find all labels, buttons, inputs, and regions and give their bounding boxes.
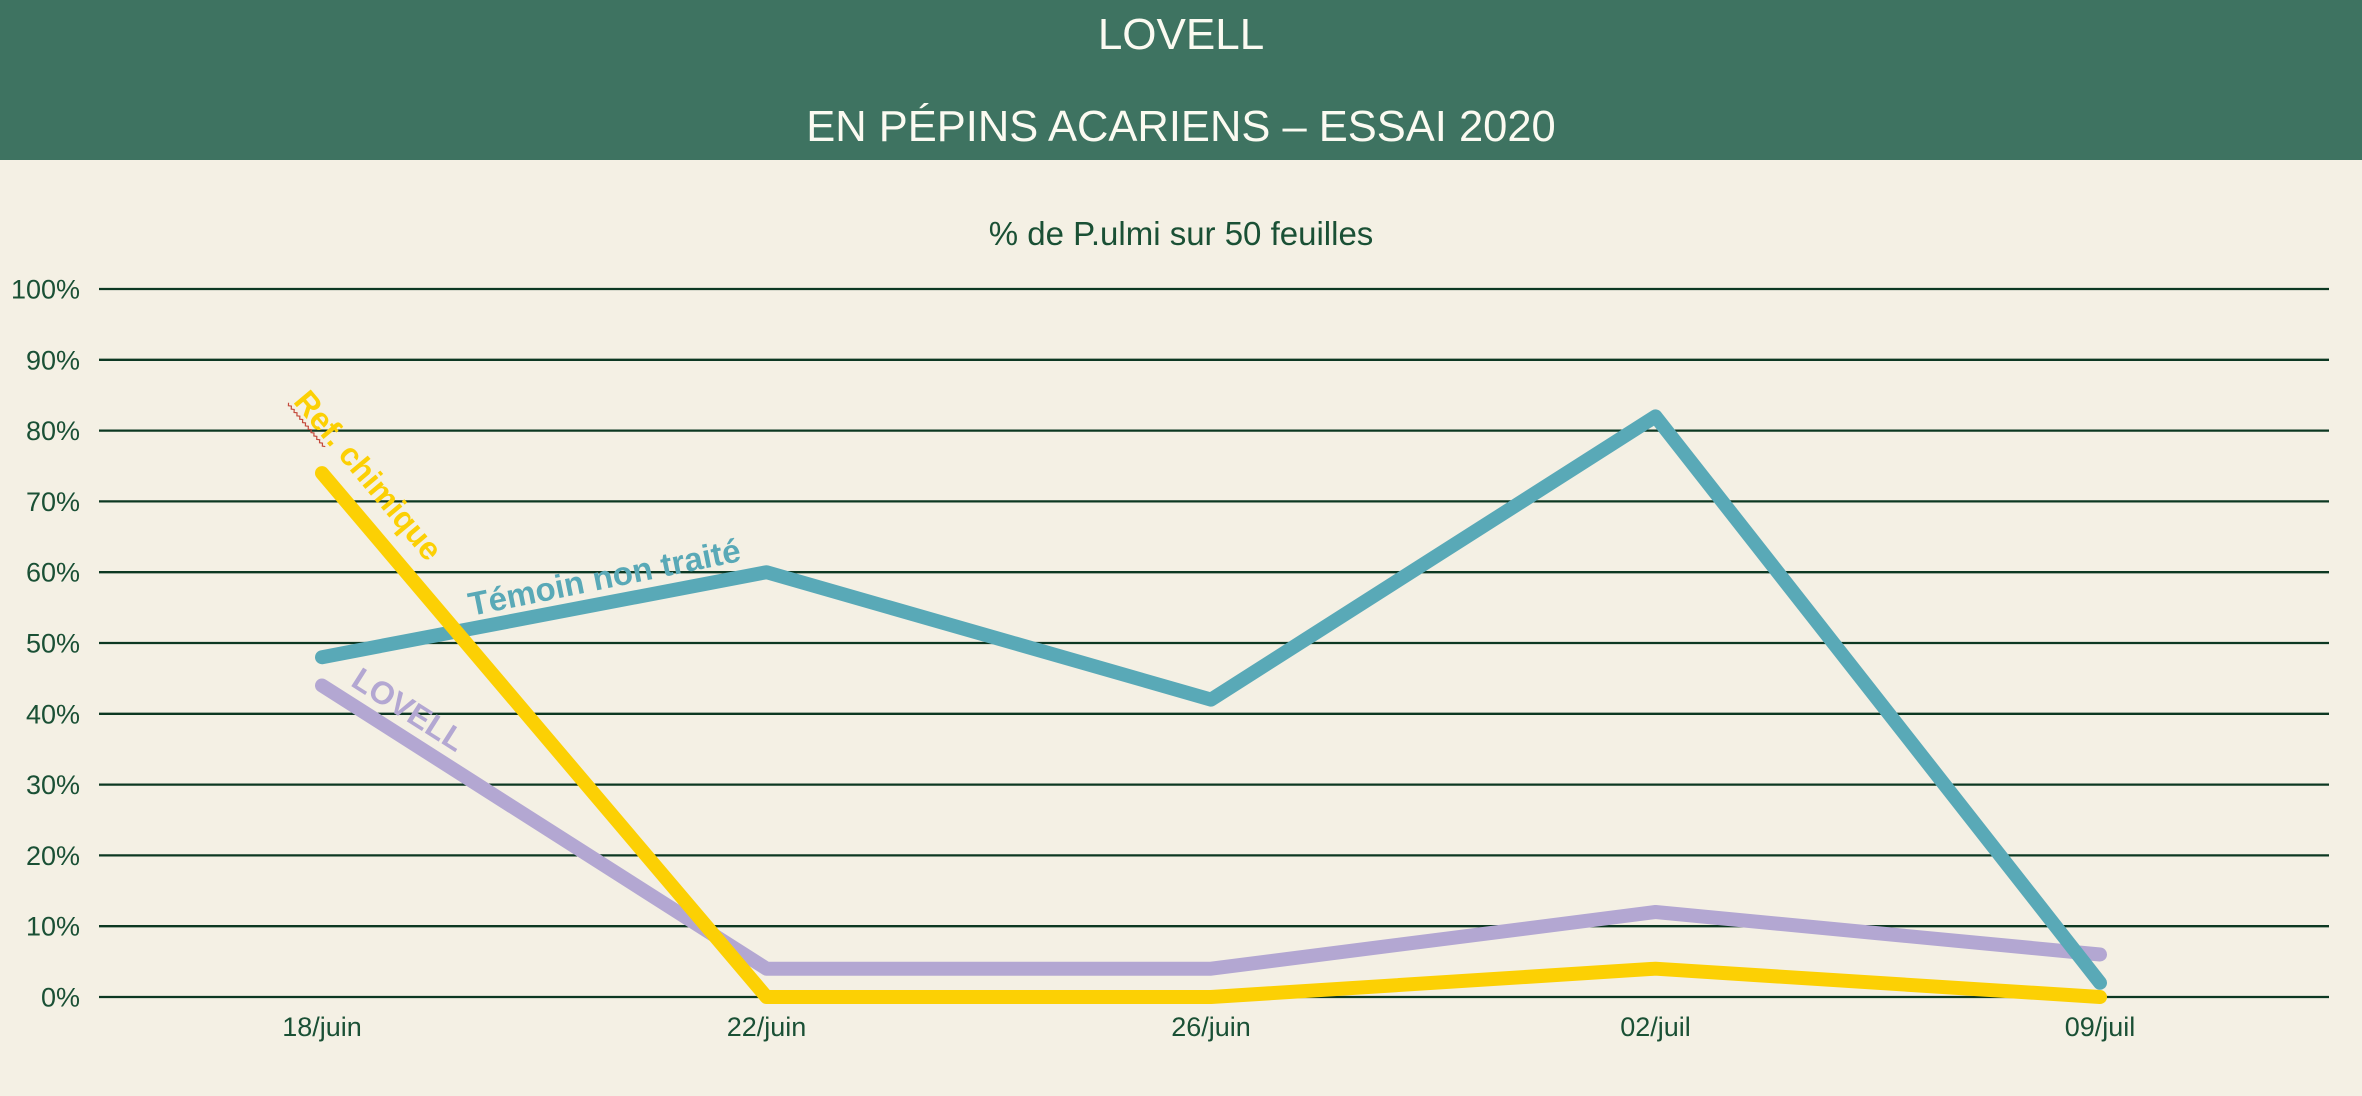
svg-text:100%: 100% xyxy=(11,275,80,305)
svg-text:18/juin: 18/juin xyxy=(282,1012,362,1042)
svg-text:02/juil: 02/juil xyxy=(1620,1012,1691,1042)
svg-text:% de P.ulmi sur 50 feuilles: % de P.ulmi sur 50 feuilles xyxy=(989,215,1374,252)
svg-text:30%: 30% xyxy=(26,770,80,800)
svg-text:90%: 90% xyxy=(26,345,80,375)
svg-text:70%: 70% xyxy=(26,487,80,517)
svg-text:EN PÉPINS ACARIENS – ESSAI 202: EN PÉPINS ACARIENS – ESSAI 2020 xyxy=(806,102,1556,151)
svg-text:22/juin: 22/juin xyxy=(727,1012,807,1042)
svg-text:60%: 60% xyxy=(26,558,80,588)
svg-text:20%: 20% xyxy=(26,841,80,871)
svg-text:40%: 40% xyxy=(26,699,80,729)
svg-text:09/juil: 09/juil xyxy=(2065,1012,2136,1042)
svg-text:10%: 10% xyxy=(26,912,80,942)
svg-text:80%: 80% xyxy=(26,416,80,446)
svg-text:0%: 0% xyxy=(41,983,80,1013)
svg-text:26/juin: 26/juin xyxy=(1171,1012,1251,1042)
svg-text:LOVELL: LOVELL xyxy=(1098,10,1264,59)
svg-text:50%: 50% xyxy=(26,629,80,659)
